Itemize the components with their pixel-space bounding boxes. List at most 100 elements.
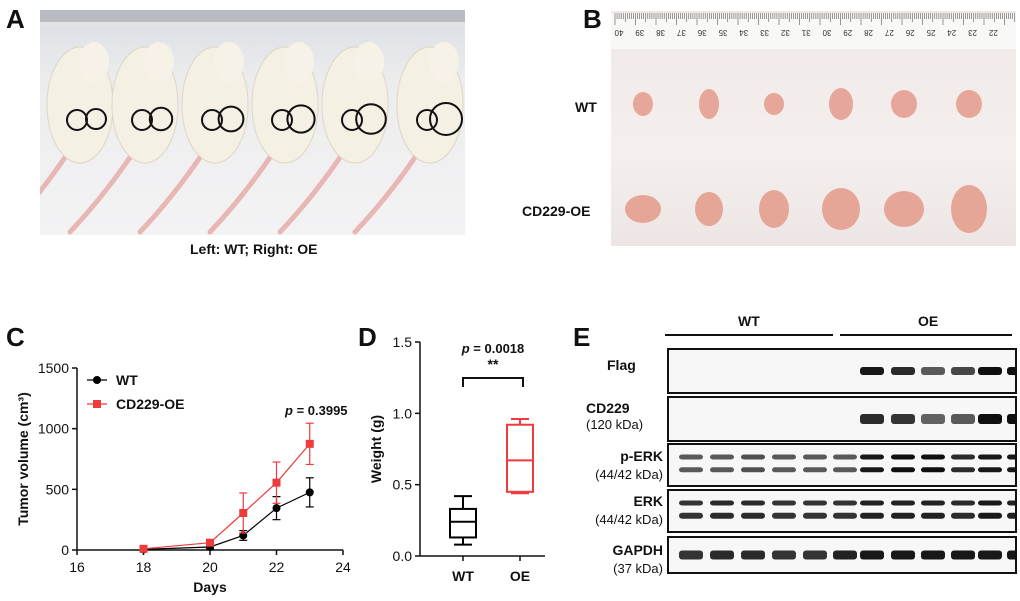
mice-photo <box>40 10 465 235</box>
blot-band <box>833 467 857 473</box>
ruler-number: 30 <box>822 28 831 37</box>
blot-band <box>772 512 796 519</box>
blot-band <box>978 454 1002 460</box>
ruler-number: 34 <box>739 28 748 37</box>
blot-band <box>741 454 765 460</box>
tumor-wt <box>699 89 719 119</box>
blot-band <box>951 467 975 473</box>
blot-band <box>951 454 975 460</box>
data-point <box>305 488 314 497</box>
mouse-tail <box>207 147 278 235</box>
blot-band <box>891 500 915 506</box>
y-tick-label: 1.5 <box>393 334 413 350</box>
blot-band <box>679 512 703 519</box>
mouse-head <box>429 42 459 82</box>
tumor-wt <box>891 90 917 118</box>
ruler-number: 31 <box>801 28 810 37</box>
blot-band <box>860 367 884 375</box>
tumor-circle-wt <box>271 109 293 131</box>
blot-band <box>833 550 857 560</box>
x-tick-label: 24 <box>335 559 351 575</box>
blot-band <box>978 550 1002 560</box>
y-tick-label: 1.0 <box>393 405 413 421</box>
ruler-number: 39 <box>635 28 644 37</box>
blot-band-layer <box>679 550 1015 560</box>
tumor-circle-oe <box>148 106 174 132</box>
significance-stars: ** <box>488 356 499 372</box>
blot-strip-gapdh <box>667 536 1017 574</box>
blot-group-bar-wt <box>665 334 833 336</box>
blot-band-layer <box>679 454 1015 473</box>
x-tick-label: OE <box>510 568 530 584</box>
mouse-tail <box>137 147 208 235</box>
tumor-circle-oe <box>429 102 463 136</box>
blot-band <box>921 454 945 460</box>
blot-band <box>921 500 945 506</box>
blot-label-perk: p-ERK (44/42 kDa) <box>583 447 663 484</box>
tumor-oe <box>822 188 860 230</box>
blot-band <box>1007 500 1015 506</box>
blot-band <box>860 454 884 460</box>
blot-name: GAPDH <box>612 542 663 558</box>
tumor-oe <box>695 192 723 226</box>
ruler-number: 22 <box>988 28 997 37</box>
tumor-circle-oe <box>355 103 387 135</box>
blot-name: Flag <box>607 357 636 373</box>
blot-band <box>833 500 857 506</box>
blot-name: p-ERK <box>620 448 663 464</box>
mouse-tail <box>352 147 423 235</box>
blot-band <box>860 500 884 506</box>
blot-band <box>710 550 734 560</box>
blot-band <box>951 500 975 506</box>
row-label-oe: CD229-OE <box>522 203 591 219</box>
blot-name: CD229 <box>586 400 630 416</box>
ruler-number: 25 <box>926 28 935 37</box>
blot-band <box>921 550 945 560</box>
mice-illustration <box>40 10 465 235</box>
blot-band <box>978 367 1002 375</box>
blot-band <box>891 512 915 519</box>
blot-band <box>978 467 1002 473</box>
tumor-weight-chart: 0.0 0.5 1.0 1.5 Weight (g) WT OE p = 0.0018** <box>368 334 545 584</box>
tumor-circle-wt <box>131 109 153 131</box>
tumor-volume-chart: 0 500 1000 1500 16 18 20 22 24 Days Tumor volume (… <box>15 360 351 595</box>
blot-band <box>951 414 975 424</box>
y-tick-label: 0.0 <box>393 548 413 564</box>
blot-kda: (120 kDa) <box>586 417 644 432</box>
legend-marker <box>93 376 101 384</box>
blot-band-layer <box>860 367 1015 375</box>
tumor-wt <box>764 93 784 115</box>
ruler-number: 32 <box>780 28 789 37</box>
y-tick-label: 0 <box>61 542 69 558</box>
mouse-head <box>79 42 109 82</box>
p-value-annotation: p = 0.0018 <box>461 341 525 356</box>
legend-marker <box>93 400 101 408</box>
mouse-tail <box>67 147 138 235</box>
panel-letter-e: E <box>573 322 591 352</box>
ruler-number: 38 <box>656 28 665 37</box>
blot-band <box>860 467 884 473</box>
ruler-number: 29 <box>843 28 852 37</box>
mouse-head <box>144 42 174 82</box>
blot-band <box>860 414 884 424</box>
blot-band <box>891 467 915 473</box>
blot-band <box>891 454 915 460</box>
mouse-tail <box>40 147 73 196</box>
y-tick-label: 500 <box>46 481 70 497</box>
blot-band <box>1007 454 1015 460</box>
panel-letter-c: C <box>6 322 25 352</box>
x-axis-label: Days <box>193 579 227 595</box>
blot-kda: (44/42 kDa) <box>595 512 663 527</box>
ruler-number: 23 <box>968 28 977 37</box>
blot-band <box>891 550 915 560</box>
row-label-wt: WT <box>575 99 597 115</box>
blot-band <box>679 454 703 460</box>
tumor-oe <box>759 190 789 228</box>
blot-band <box>741 512 765 519</box>
ruler-number: 24 <box>947 28 956 37</box>
blot-band <box>891 414 915 424</box>
blot-band <box>951 367 975 375</box>
mouse-tail <box>277 147 348 235</box>
blot-strip-flag <box>667 348 1017 394</box>
y-tick-label: 1500 <box>38 360 69 376</box>
